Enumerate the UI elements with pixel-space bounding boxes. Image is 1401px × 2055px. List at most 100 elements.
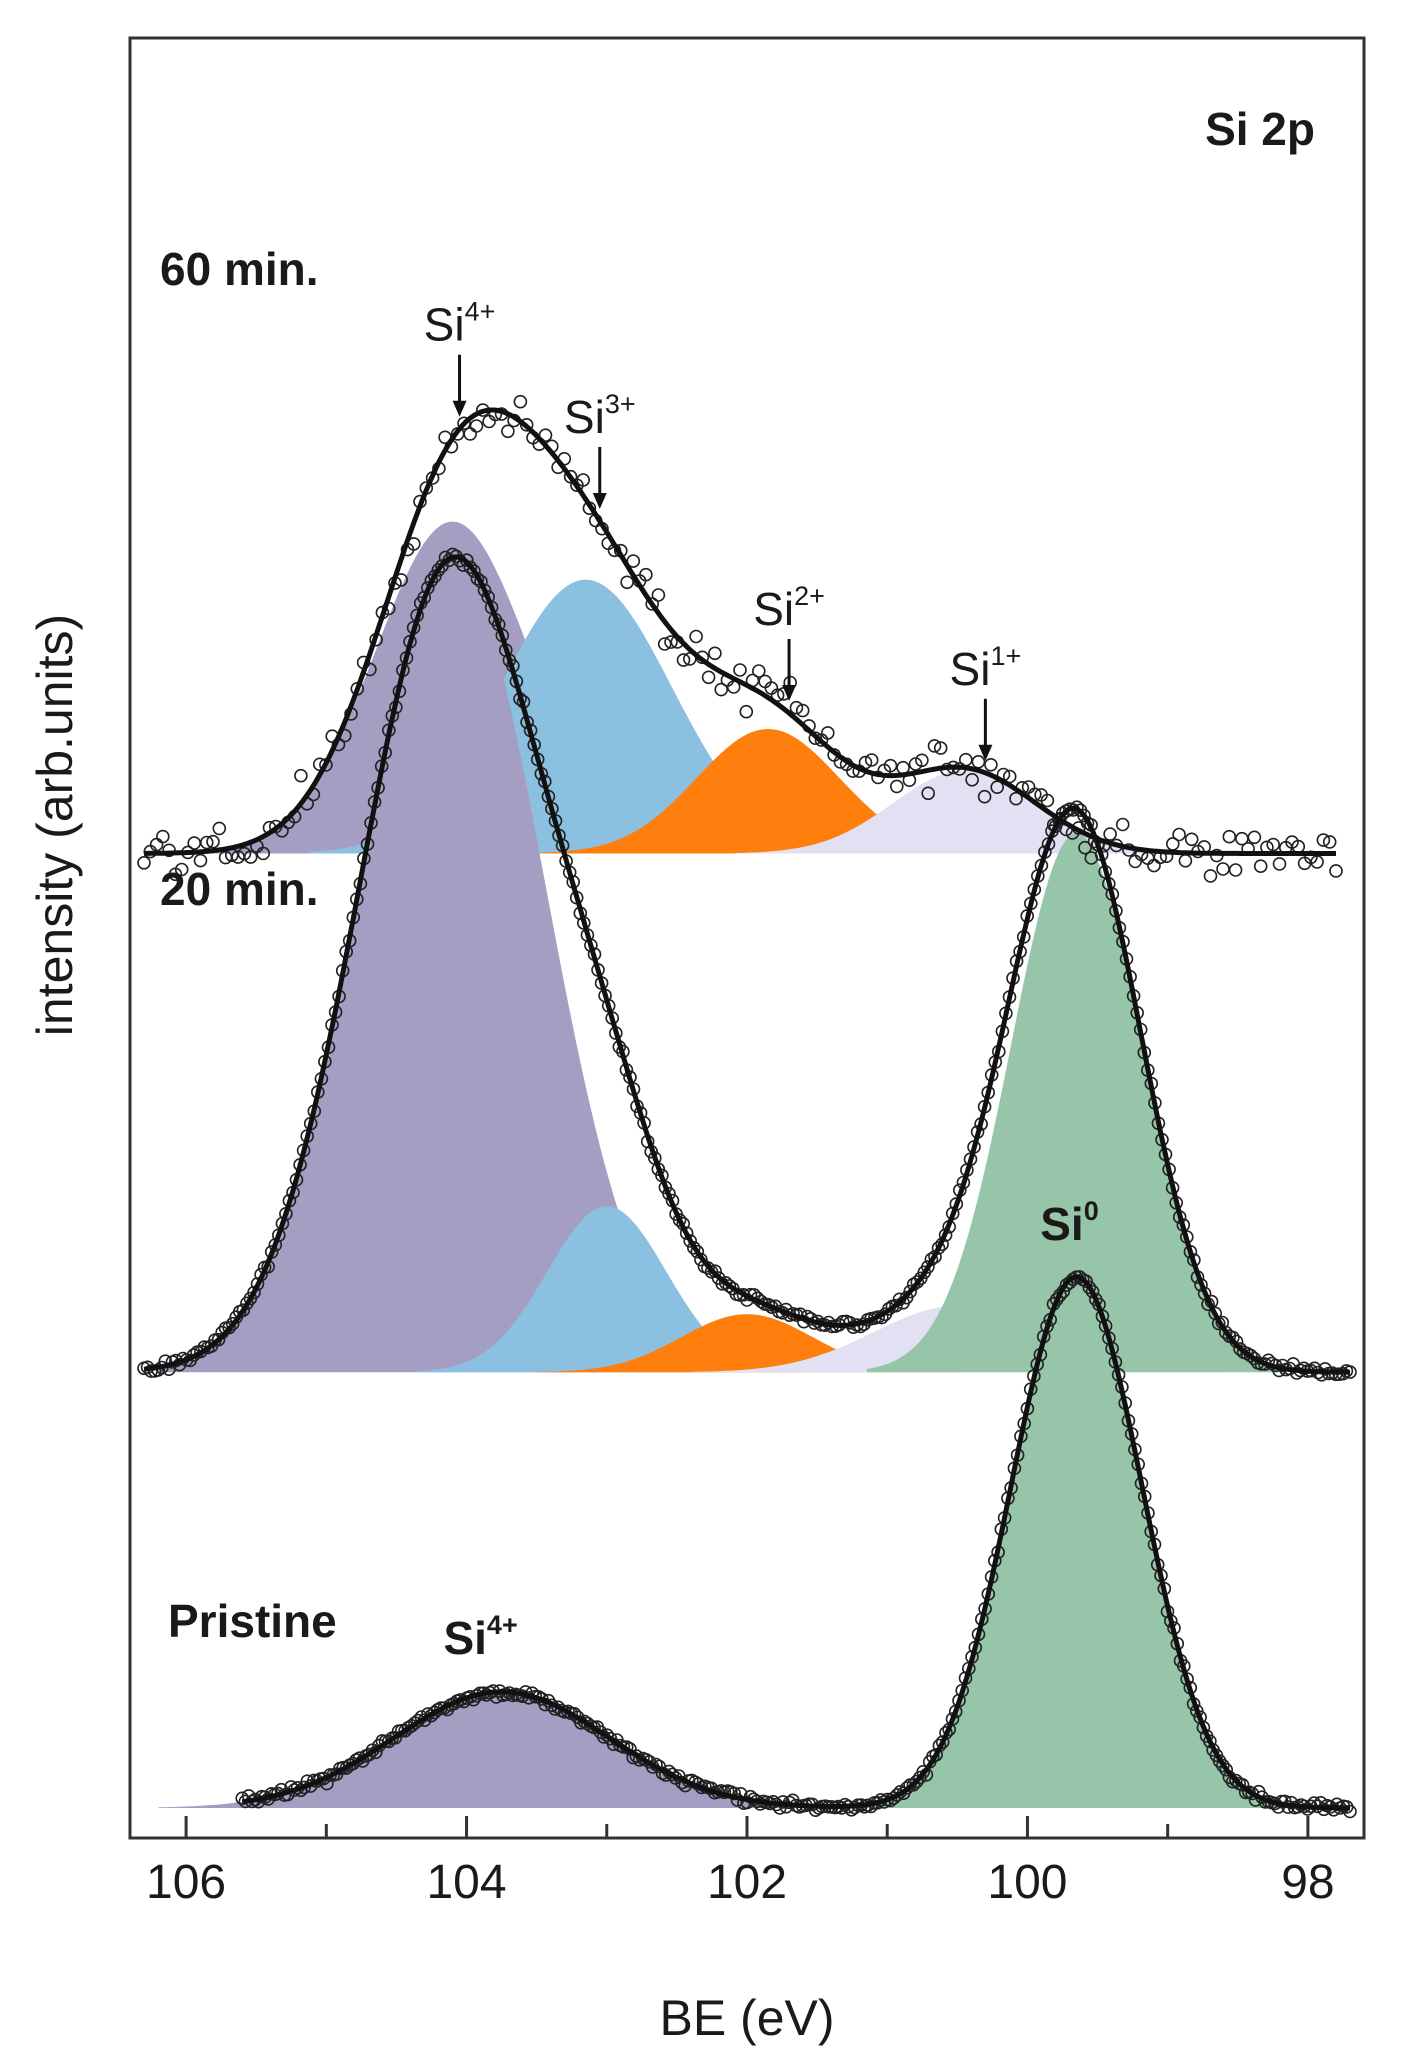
x-axis-ticks: 106 104 102 100 98	[146, 1816, 1335, 1909]
component-Si4plus-20-min	[157, 563, 748, 1373]
data-point	[909, 1774, 924, 1789]
panel-label-20min: 20 min.	[160, 863, 319, 915]
data-point	[463, 560, 478, 575]
data-point	[639, 567, 653, 582]
chart-title: Si 2p	[1205, 103, 1315, 155]
data-point	[211, 1332, 226, 1347]
data-point	[921, 786, 936, 801]
data-point	[1266, 837, 1280, 852]
data-point	[789, 700, 804, 715]
data-point	[1040, 793, 1055, 808]
panel-label-60min: 60 min.	[160, 243, 319, 295]
data-point	[708, 646, 722, 661]
data-point	[187, 836, 201, 850]
data-point	[921, 1260, 935, 1274]
data-point	[1229, 1773, 1243, 1788]
data-point	[1322, 835, 1337, 849]
data-point	[519, 417, 534, 432]
data-point	[916, 1765, 931, 1779]
data-point	[889, 779, 904, 794]
data-point	[1009, 791, 1023, 806]
data-point	[676, 653, 691, 667]
data-point	[900, 1781, 914, 1795]
data-point	[990, 780, 1005, 795]
data-point	[701, 1261, 715, 1275]
data-point	[690, 1244, 705, 1259]
data-point	[1329, 864, 1343, 878]
data-point	[1082, 1280, 1097, 1295]
data-point	[256, 846, 271, 861]
data-point	[174, 862, 189, 877]
data-point	[1115, 817, 1130, 832]
data-point	[1253, 859, 1268, 874]
data-point	[739, 704, 754, 719]
data-point	[651, 588, 666, 602]
data-point	[225, 1316, 240, 1331]
data-point	[463, 427, 478, 441]
data-point	[1243, 1348, 1258, 1363]
data-point	[431, 563, 446, 577]
data-point	[1228, 863, 1243, 877]
data-point	[933, 741, 948, 755]
data-point	[1184, 832, 1199, 847]
annotation-si4plus-pristine: Si4+	[443, 1610, 517, 1664]
data-point	[689, 629, 703, 644]
data-point	[733, 663, 747, 677]
data-point	[162, 843, 176, 858]
data-point	[965, 772, 979, 787]
data-point	[200, 835, 214, 850]
data-point	[714, 682, 729, 697]
data-point	[1216, 1758, 1230, 1773]
data-point	[457, 416, 471, 431]
data-point	[927, 739, 942, 753]
x-tick-label: 100	[987, 1856, 1067, 1909]
data-point	[235, 1791, 249, 1806]
data-point	[889, 1298, 903, 1313]
data-point	[910, 1275, 925, 1289]
data-point	[1147, 858, 1161, 873]
data-point	[935, 1735, 950, 1749]
data-point	[1233, 1342, 1247, 1356]
component-Si0-pristine	[866, 1276, 1287, 1808]
data-point	[903, 1284, 918, 1299]
data-point	[1078, 840, 1092, 855]
data-point	[977, 789, 992, 804]
data-point	[890, 1788, 904, 1802]
data-point	[931, 1241, 946, 1255]
data-point	[1222, 829, 1237, 844]
data-point	[1216, 862, 1230, 876]
data-point	[751, 664, 766, 678]
data-point	[149, 837, 164, 852]
x-tick-label: 102	[707, 1856, 787, 1909]
data-point	[482, 414, 496, 429]
annotation-arrowhead	[782, 685, 797, 702]
data-point	[247, 1285, 261, 1300]
data-point	[1219, 1762, 1233, 1777]
data-point	[820, 726, 835, 740]
data-point	[683, 1234, 698, 1248]
fit-envelopes	[143, 407, 1351, 1811]
data-point	[243, 850, 258, 864]
data-point	[1316, 833, 1331, 847]
data-point	[193, 853, 208, 868]
data-point	[381, 1734, 396, 1749]
data-point	[576, 473, 591, 487]
data-point	[1178, 853, 1193, 868]
data-point	[722, 1279, 737, 1293]
data-point	[1077, 808, 1091, 823]
x-tick-label: 98	[1281, 1856, 1334, 1909]
data-point	[156, 829, 170, 844]
data-point	[1172, 827, 1186, 842]
data-point	[701, 670, 716, 685]
data-point	[467, 564, 481, 578]
data-point	[212, 821, 227, 836]
data-point	[1203, 869, 1218, 883]
data-point	[864, 753, 879, 767]
annotation-si2plus-60-min: Si2+	[753, 581, 825, 635]
data-point	[469, 419, 484, 433]
data-point	[929, 1748, 944, 1762]
plot-frame	[128, 36, 1366, 1840]
data-point	[1219, 1325, 1233, 1340]
data-point	[513, 394, 528, 409]
